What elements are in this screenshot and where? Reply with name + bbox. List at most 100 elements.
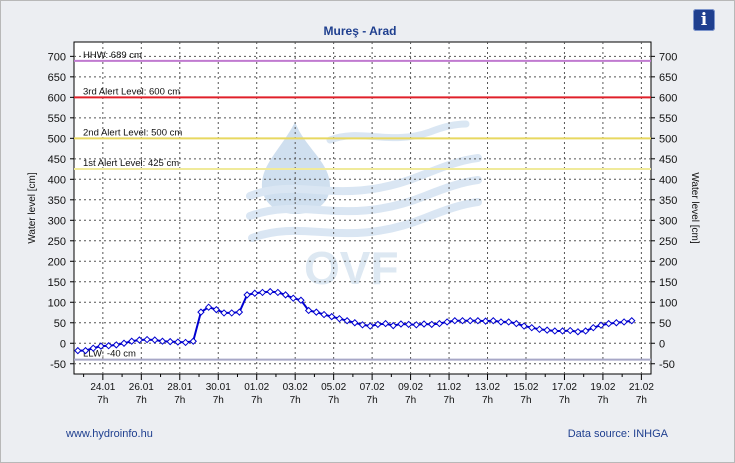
x-tick-label: 07.02 bbox=[360, 382, 385, 393]
level-label: LLW: -40 cm bbox=[83, 349, 136, 360]
y-tick-label: 150 bbox=[48, 277, 66, 289]
y-tick-label: 350 bbox=[48, 195, 66, 207]
y-tick-label: 300 bbox=[48, 215, 66, 227]
data-point bbox=[628, 317, 636, 325]
x-tick-sublabel: 7h bbox=[636, 395, 647, 406]
data-point bbox=[597, 321, 605, 329]
data-point bbox=[89, 344, 97, 352]
data-point bbox=[104, 342, 113, 350]
y-tick-label-right: 250 bbox=[659, 236, 677, 248]
data-point bbox=[151, 336, 159, 344]
y-tick-label-right: 100 bbox=[659, 297, 677, 309]
x-tick-label: 19.02 bbox=[590, 382, 615, 393]
data-point bbox=[97, 342, 105, 350]
y-tick-label-right: 450 bbox=[659, 154, 677, 166]
y-tick-label-right: 50 bbox=[659, 318, 671, 330]
level-label: 2nd Alert Level: 500 cm bbox=[83, 127, 182, 138]
data-point bbox=[543, 326, 551, 334]
y-tick-label: 500 bbox=[48, 133, 66, 145]
data-source: Data source: INHGA bbox=[568, 428, 669, 440]
x-tick-label: 03.02 bbox=[283, 382, 308, 393]
y-tick-label-right: 650 bbox=[659, 72, 677, 84]
data-point bbox=[528, 323, 536, 332]
data-point bbox=[412, 321, 421, 329]
data-point bbox=[481, 317, 490, 325]
data-point bbox=[343, 317, 351, 325]
data-point bbox=[189, 337, 197, 345]
y-tick-label: 50 bbox=[54, 318, 66, 330]
data-point bbox=[212, 305, 221, 314]
y-tick-label: 650 bbox=[48, 72, 66, 84]
data-point bbox=[404, 320, 413, 329]
data-point bbox=[274, 288, 282, 297]
x-tick-label: 21.02 bbox=[629, 382, 654, 393]
y-tick-label-right: -50 bbox=[659, 359, 675, 371]
data-point bbox=[358, 321, 367, 329]
y-axis-ticks: -50 -50 0 0 50 50 100 100 150 150 200 200 250 250 300 3… bbox=[48, 51, 678, 370]
y-tick-label-right: 500 bbox=[659, 133, 677, 145]
x-tick-sublabel: 7h bbox=[405, 395, 416, 406]
series-layer bbox=[74, 287, 636, 355]
data-point bbox=[551, 327, 559, 335]
data-point bbox=[112, 341, 121, 349]
data-point bbox=[320, 310, 328, 319]
y-tick-label-right: 550 bbox=[659, 113, 677, 125]
data-point bbox=[135, 336, 144, 344]
watermark-wave-icon-4 bbox=[326, 120, 470, 144]
data-point bbox=[289, 294, 297, 302]
x-tick-sublabel: 7h bbox=[328, 395, 339, 406]
x-tick-label: 15.02 bbox=[513, 382, 538, 393]
data-point bbox=[458, 317, 467, 325]
data-point bbox=[612, 319, 621, 327]
data-point bbox=[204, 303, 213, 311]
data-point bbox=[81, 346, 90, 355]
data-point bbox=[497, 318, 505, 326]
y-tick-label-right: 700 bbox=[659, 51, 677, 63]
data-point bbox=[466, 317, 474, 325]
info-icon[interactable]: i bbox=[693, 9, 715, 31]
x-tick-label: 09.02 bbox=[398, 382, 423, 393]
x-tick-sublabel: 7h bbox=[290, 395, 301, 406]
y-axis-label-left: Water level [cm] bbox=[27, 172, 38, 244]
watermark-wave-icon bbox=[246, 154, 482, 200]
y-tick-label-right: 300 bbox=[659, 215, 677, 227]
data-point bbox=[312, 308, 321, 316]
y-tick-label: 250 bbox=[48, 236, 66, 248]
data-point bbox=[297, 296, 305, 304]
data-point bbox=[243, 291, 251, 299]
x-tick-sublabel: 7h bbox=[367, 395, 378, 406]
ovf-watermark: OVF bbox=[246, 120, 482, 294]
x-tick-sublabel: 7h bbox=[213, 395, 224, 406]
x-tick-sublabel: 7h bbox=[97, 395, 108, 406]
x-tick-label: 28.01 bbox=[167, 382, 192, 393]
data-point bbox=[251, 289, 259, 297]
y-tick-label: 0 bbox=[60, 338, 66, 350]
data-point bbox=[304, 306, 313, 315]
data-point bbox=[474, 317, 482, 325]
watermark-wave-icon-3 bbox=[248, 198, 482, 242]
data-point bbox=[389, 321, 397, 330]
data-point bbox=[489, 317, 497, 325]
data-point bbox=[381, 319, 390, 328]
data-point bbox=[558, 327, 567, 335]
data-point bbox=[566, 326, 574, 335]
x-tick-label: 13.02 bbox=[475, 382, 500, 393]
data-point bbox=[351, 319, 359, 327]
x-tick-sublabel: 7h bbox=[482, 395, 493, 406]
data-point bbox=[74, 346, 82, 355]
footer-link[interactable]: www.hydroinfo.hu bbox=[65, 428, 153, 440]
data-point bbox=[535, 325, 544, 334]
data-point bbox=[366, 322, 374, 330]
x-tick-label: 17.02 bbox=[552, 382, 577, 393]
level-label: 3rd Alert Level: 600 cm bbox=[83, 86, 180, 97]
data-point bbox=[620, 318, 628, 326]
data-point bbox=[127, 337, 136, 345]
data-point bbox=[120, 339, 128, 347]
x-tick-sublabel: 7h bbox=[520, 395, 531, 406]
data-point bbox=[143, 335, 151, 344]
data-point bbox=[397, 320, 405, 328]
data-point bbox=[581, 327, 590, 335]
y-tick-label: 400 bbox=[48, 174, 66, 186]
data-point bbox=[335, 314, 344, 323]
y-tick-label-right: 400 bbox=[659, 174, 677, 186]
